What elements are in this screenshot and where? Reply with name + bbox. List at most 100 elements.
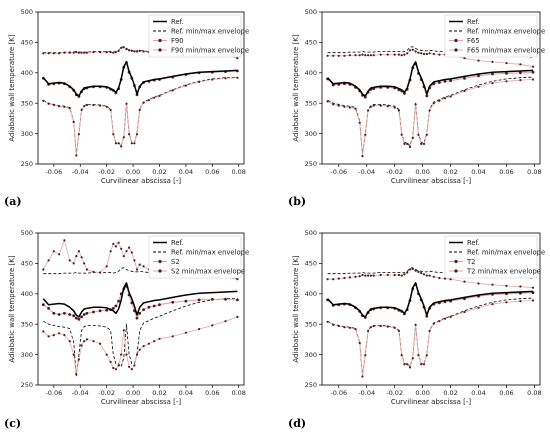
series-point-model-min [83, 105, 86, 108]
series-point-model-min [120, 353, 123, 356]
plot-frame [321, 11, 541, 165]
series-point-model-min [58, 105, 61, 108]
y-tick-label: 300 [21, 351, 33, 359]
series-point-model-max [58, 253, 61, 256]
series-point-model-min [408, 366, 412, 369]
series-point-model-min [47, 102, 50, 105]
series-point-model-min [133, 142, 136, 145]
series-point-model-min [428, 329, 431, 332]
series-point-model-min [417, 133, 420, 136]
series-point-model-min [369, 105, 372, 108]
series-point-model-mean [52, 311, 56, 315]
plot-frame [37, 11, 245, 165]
series-point-model-min [422, 142, 426, 145]
series-line-ref-mean [327, 61, 534, 97]
series-point-model-max [367, 54, 370, 57]
series-point-model-max [122, 255, 125, 258]
series-point-model-min [184, 331, 187, 334]
series-point-model-min [120, 145, 123, 148]
series-point-model-max [422, 52, 426, 56]
series-point-model-min [361, 375, 364, 378]
series-point-model-min [420, 142, 423, 145]
series-point-model-max [531, 286, 535, 289]
series-point-model-min [99, 342, 102, 345]
series-point-model-max [361, 53, 364, 56]
series-point-model-max [120, 247, 123, 250]
y-axis-label: Adiabatic wall temperature [K] [292, 255, 300, 363]
series-point-model-max [77, 51, 80, 54]
series-point-model-min [63, 105, 66, 108]
series-point-model-mean [41, 303, 45, 307]
series-point-model-max [422, 273, 426, 276]
series-point-model-max [408, 49, 412, 52]
series-point-model-min [77, 133, 80, 136]
series-point-model-min [403, 363, 406, 366]
series-point-model-max [122, 46, 125, 49]
legend-entry: Ref. min/max envelope [171, 248, 249, 256]
series-point-model-min [211, 324, 214, 327]
series-point-model-max [63, 239, 66, 242]
series-point-model-max [406, 52, 409, 55]
series-point-model-min [198, 328, 201, 331]
legend-entry: S2 min/max envelope [171, 267, 245, 275]
series-point-model-mean [449, 79, 452, 83]
legend-entry: F90 [171, 37, 184, 45]
y-tick-label: 350 [21, 320, 33, 328]
series-point-model-max [364, 54, 367, 57]
x-tick-label: -0.02 [98, 168, 115, 176]
y-tick-label: 400 [305, 290, 317, 298]
y-tick-label: 350 [305, 320, 317, 328]
series-point-model-min [224, 320, 227, 323]
series-point-model-max [135, 268, 139, 271]
series-point-model-max [367, 274, 370, 277]
series-point-model-max [105, 265, 108, 268]
series-point-model-max [114, 245, 117, 248]
series-point-model-max [417, 51, 420, 54]
series-point-model-max [491, 60, 494, 64]
series-point-model-min [105, 353, 108, 356]
series-point-model-max [332, 54, 335, 57]
series-point-model-min [397, 329, 400, 332]
x-tick-label: 0.02 [152, 168, 166, 176]
series-point-model-min [125, 353, 128, 356]
series-point-model-min [393, 326, 396, 329]
series-point-model-max [477, 282, 480, 285]
series-point-model-max [58, 52, 61, 55]
series-point-model-mean [57, 313, 61, 316]
series-point-model-mean [80, 315, 83, 319]
series-point-model-max [133, 50, 136, 53]
series-point-model-max [411, 48, 414, 51]
series-point-model-min [443, 317, 447, 320]
series-point-model-min [138, 348, 141, 351]
series-point-model-max [138, 49, 141, 53]
series-point-model-max [42, 52, 45, 55]
series-point-model-max [397, 53, 400, 56]
series-point-model-max [112, 51, 115, 54]
series-point-model-min [519, 300, 522, 303]
series-point-model-max [83, 262, 86, 265]
series-point-model-max [117, 49, 120, 53]
x-tick-label: -0.02 [386, 389, 403, 397]
series-point-model-min [158, 337, 161, 340]
series-point-model-min [505, 301, 508, 304]
series-point-model-max [138, 263, 141, 266]
series-point-model-mean [138, 311, 142, 315]
series-point-model-min [72, 120, 75, 124]
x-tick-label: 0.04 [179, 389, 193, 397]
series-point-model-max [125, 250, 128, 253]
series-point-model-min [438, 99, 441, 102]
series-point-model-min [112, 133, 115, 136]
plot-area [326, 267, 535, 378]
series-point-model-mean [105, 308, 109, 312]
series-point-model-min [332, 103, 335, 106]
x-tick-label: -0.02 [98, 389, 115, 397]
series-point-model-mean [111, 307, 115, 310]
series-point-model-min [406, 363, 409, 366]
x-tick-label: 0.08 [527, 389, 541, 397]
series-point-model-min [75, 373, 78, 376]
series-point-model-mean [171, 300, 175, 304]
series-point-model-min [142, 101, 145, 104]
series-point-model-max [72, 262, 75, 265]
series-point-model-max [372, 274, 375, 277]
series-point-model-min [52, 103, 55, 107]
